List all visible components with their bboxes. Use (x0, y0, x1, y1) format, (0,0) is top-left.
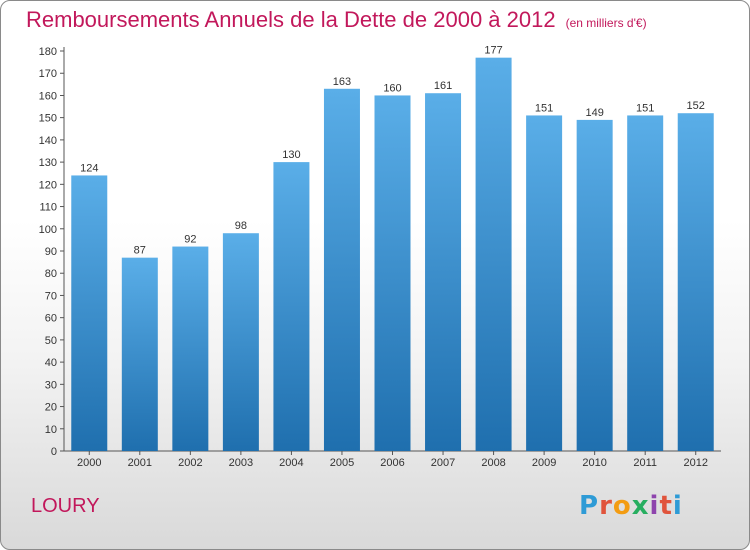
x-tick-label: 2005 (330, 457, 354, 469)
value-label-2000: 124 (80, 162, 98, 174)
bar-2003 (222, 233, 259, 451)
y-tick-label: 180 (39, 46, 57, 58)
y-tick-label: 140 (39, 135, 57, 147)
chart-value-labels: 124 87 92 98 130 163 160 161 177 151 149 151 152 (80, 45, 705, 257)
value-label-2001: 87 (134, 245, 146, 257)
y-tick-label: 60 (45, 313, 57, 325)
chart-unit: (en milliers d'€) (565, 16, 647, 30)
x-tick-label: 2000 (77, 457, 101, 469)
x-tick-label: 2006 (380, 457, 404, 469)
proxiti-logo: Proxiti (579, 491, 683, 521)
x-tick-label: 2001 (128, 457, 152, 469)
x-tick-label: 2007 (431, 457, 455, 469)
value-label-2005: 163 (333, 76, 351, 88)
bar-2008 (475, 57, 512, 452)
x-tick-label: 2008 (481, 457, 505, 469)
value-label-2010: 149 (585, 107, 603, 119)
bar-2000 (71, 175, 108, 451)
x-tick-label: 2002 (178, 457, 202, 469)
value-label-2009: 151 (535, 102, 553, 114)
chart-axes: 0 10 20 30 40 50 60 70 80 90 100 110 120 130 140 150 160… (39, 46, 721, 469)
bar-2006 (374, 95, 411, 451)
y-tick-label: 20 (45, 402, 57, 414)
value-label-2012: 152 (687, 100, 705, 112)
y-tick-label: 70 (45, 290, 57, 302)
bar-2009 (526, 115, 563, 451)
y-tick-label: 30 (45, 379, 57, 391)
y-tick-label: 150 (39, 113, 57, 125)
bar-2010 (576, 119, 613, 451)
y-tick-label: 160 (39, 90, 57, 102)
y-tick-label: 40 (45, 357, 57, 369)
y-tick-label: 90 (45, 246, 57, 258)
x-tick-label: 2012 (683, 457, 707, 469)
x-tick-label: 2010 (582, 457, 606, 469)
bar-2005 (323, 88, 360, 452)
x-tick-label: 2009 (532, 457, 556, 469)
bar-2002 (172, 246, 209, 451)
bar-2007 (425, 93, 462, 451)
value-label-2003: 98 (235, 220, 247, 232)
x-tick-label: 2011 (633, 457, 657, 469)
value-label-2006: 160 (383, 82, 401, 94)
value-label-2007: 161 (434, 80, 452, 92)
value-label-2008: 177 (484, 45, 502, 57)
bar-2004 (273, 162, 310, 451)
chart-title-text: Remboursements Annuels de la Dette de 20… (26, 7, 556, 32)
value-label-2004: 130 (282, 149, 300, 161)
x-tick-label: 2004 (279, 457, 303, 469)
y-tick-label: 0 (51, 446, 57, 458)
x-tick-label: 2003 (229, 457, 253, 469)
y-tick-label: 50 (45, 335, 57, 347)
y-tick-label: 130 (39, 157, 57, 169)
y-tick-label: 100 (39, 224, 57, 236)
y-tick-label: 80 (45, 268, 57, 280)
chart-title: Remboursements Annuels de la Dette de 20… (26, 7, 647, 33)
bar-2011 (627, 115, 664, 451)
bar-2001 (121, 257, 158, 451)
y-tick-label: 170 (39, 68, 57, 80)
y-tick-label: 110 (39, 202, 57, 214)
bar-2012 (677, 113, 714, 451)
value-label-2002: 92 (184, 234, 196, 246)
commune-name: LOURY (31, 495, 100, 517)
value-label-2011: 151 (636, 102, 654, 114)
y-tick-label: 120 (39, 179, 57, 191)
chart-bars (71, 57, 714, 452)
y-tick-label: 10 (45, 424, 57, 436)
